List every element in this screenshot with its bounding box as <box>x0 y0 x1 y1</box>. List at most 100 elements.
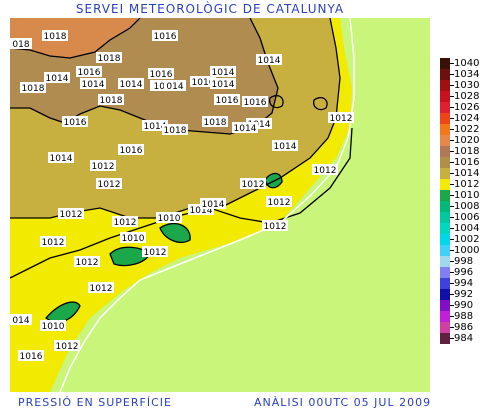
legend-tick <box>450 250 454 251</box>
legend-swatch <box>440 245 450 256</box>
isobar-label-11: 1016 <box>190 76 216 88</box>
svg-text:1012: 1012 <box>56 342 79 352</box>
svg-text:1012: 1012 <box>98 180 121 190</box>
footer-analysis-time: ANÀLISI 00UTC 05 JUL 2009 <box>254 396 432 409</box>
legend-label: 1002 <box>454 234 480 245</box>
legend-label: 996 <box>454 267 474 278</box>
isobar-label-4: 1016 <box>76 66 102 78</box>
isobar-label-3: 1018 <box>96 52 122 64</box>
svg-text:1012: 1012 <box>42 238 65 248</box>
isobar-label-22: 1014 <box>246 118 272 130</box>
svg-text:1014: 1014 <box>46 74 69 84</box>
legend-label: 1014 <box>454 168 480 179</box>
isobar-label-36: 1010 <box>120 232 146 244</box>
svg-text:1016: 1016 <box>64 118 87 128</box>
svg-text:1014: 1014 <box>120 80 143 90</box>
legend-label: 1000 <box>454 245 480 256</box>
svg-text:1014: 1014 <box>234 124 257 134</box>
legend-tick <box>450 118 454 119</box>
low-1010-area-3 <box>46 302 80 323</box>
isobar-label-41: 1012 <box>74 256 100 268</box>
legend-tick <box>450 74 454 75</box>
legend-label: 992 <box>454 289 474 300</box>
legend-tick <box>450 283 454 284</box>
legend-label: 1012 <box>454 179 480 190</box>
svg-text:1012: 1012 <box>76 258 99 268</box>
legend-swatch <box>440 289 450 300</box>
svg-text:1010: 1010 <box>42 322 65 332</box>
svg-text:1016: 1016 <box>20 352 43 362</box>
isobar-label-7: 1014 <box>80 78 106 90</box>
isobar-label-17: 1012 <box>328 112 354 124</box>
legend-swatch <box>440 223 450 234</box>
svg-text:1016: 1016 <box>192 78 215 88</box>
svg-text:1012: 1012 <box>264 222 287 232</box>
legend-label: 990 <box>454 300 474 311</box>
svg-text:014: 014 <box>12 316 29 326</box>
legend-swatch <box>440 69 450 80</box>
isobar-label-8: 1014 <box>118 78 144 90</box>
svg-text:1014: 1014 <box>274 142 297 152</box>
legend-label: 1016 <box>454 157 480 168</box>
isobar-label-45: 018 <box>10 38 32 50</box>
svg-text:1010: 1010 <box>122 234 145 244</box>
legend-tick <box>450 140 454 141</box>
svg-text:1014: 1014 <box>212 80 235 90</box>
map-title: SERVEI METEOROLÒGIC DE CATALUNYA <box>75 2 345 16</box>
svg-text:014: 014 <box>166 82 183 92</box>
svg-text:1012: 1012 <box>114 218 137 228</box>
legend-label: 988 <box>454 311 474 322</box>
legend-label: 1026 <box>454 102 480 113</box>
legend-label: 1030 <box>454 80 480 91</box>
svg-text:1014: 1014 <box>144 122 167 132</box>
legend-swatch <box>440 311 450 322</box>
legend-swatch <box>440 102 450 113</box>
legend-swatch <box>440 146 450 157</box>
isobar-label-47: 1014 <box>232 122 258 134</box>
svg-text:1018: 1018 <box>100 96 123 106</box>
isobar-label-43: 1012 <box>54 340 80 352</box>
svg-text:1016: 1016 <box>154 32 177 42</box>
low-1010-area-2 <box>160 223 191 243</box>
svg-text:1016: 1016 <box>244 98 267 108</box>
isobar-label-16: 1014 <box>256 54 282 66</box>
legend-swatch <box>440 80 450 91</box>
svg-text:1014: 1014 <box>212 68 235 78</box>
svg-text:018: 018 <box>12 40 29 50</box>
legend-label: 998 <box>454 256 474 267</box>
isobar-label-27: 1012 <box>90 160 116 172</box>
legend-tick <box>450 327 454 328</box>
isobar-label-5: 1014 <box>44 72 70 84</box>
legend-tick <box>450 96 454 97</box>
svg-text:1012: 1012 <box>92 162 115 172</box>
legend-swatch <box>440 113 450 124</box>
isobar-label-34: 1012 <box>58 208 84 220</box>
svg-text:1012: 1012 <box>144 248 167 258</box>
legend-swatch <box>440 91 450 102</box>
svg-text:1012: 1012 <box>90 284 113 294</box>
isobar-label-40: 1010 <box>40 320 66 332</box>
legend-tick <box>450 162 454 163</box>
legend-tick <box>450 184 454 185</box>
isobar-label-33: 1012 <box>266 196 292 208</box>
legend-tick <box>450 206 454 207</box>
isobar-label-20: 1018 <box>162 124 188 136</box>
legend-tick <box>450 316 454 317</box>
isobar-label-2: 1016 <box>152 30 178 42</box>
legend-swatch <box>440 124 450 135</box>
isobar-label-26: 1012 <box>312 164 338 176</box>
legend-label: 986 <box>454 322 474 333</box>
isobar-label-42: 1012 <box>88 282 114 294</box>
low-1010-area-1 <box>110 247 150 266</box>
isobar-label-46: 1014 <box>210 78 236 90</box>
isobar-label-15: 1016 <box>242 96 268 108</box>
isobar-label-19: 1014 <box>142 120 168 132</box>
svg-text:1012: 1012 <box>268 198 291 208</box>
isobar-label-25: 1014 <box>272 140 298 152</box>
svg-text:1014: 1014 <box>82 80 105 90</box>
legend-tick <box>450 305 454 306</box>
isobar-label-13: 1018 <box>98 94 124 106</box>
legend-tick <box>450 195 454 196</box>
legend-label: 1006 <box>454 212 480 223</box>
legend-swatch <box>440 58 450 69</box>
